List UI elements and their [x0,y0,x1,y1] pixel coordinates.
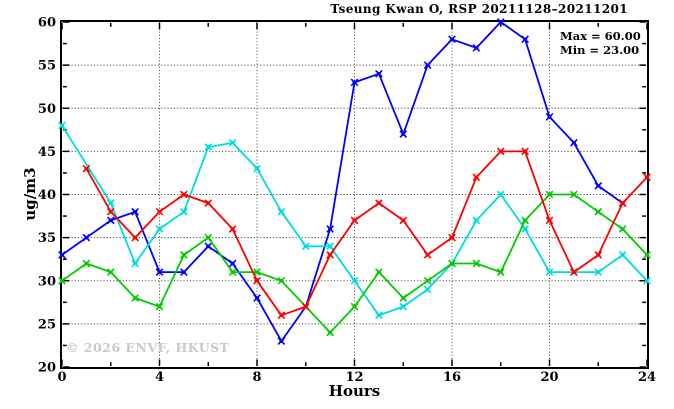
svg-text:8: 8 [252,370,261,385]
svg-text:12: 12 [345,370,363,385]
x-axis-tick-labels: 0 4 8 12 16 20 24 [57,370,656,385]
series-cyan [58,121,651,320]
svg-text:30: 30 [38,274,56,289]
chart-title: Tseung Kwan O, RSP 20211128–20211201 [330,2,628,16]
series-blue-markers [58,18,627,345]
svg-text:40: 40 [38,188,56,203]
svg-text:4: 4 [155,370,164,385]
series-red-markers [82,147,651,320]
svg-text:24: 24 [638,370,656,385]
series-blue [58,18,627,345]
svg-text:0: 0 [57,370,66,385]
svg-text:50: 50 [38,102,56,117]
svg-text:16: 16 [443,370,461,385]
series-red [82,147,651,320]
svg-text:55: 55 [38,59,56,74]
x-axis-label: Hours [328,382,381,400]
y-axis-tick-labels: 20 25 30 35 40 45 50 55 60 [38,16,56,376]
svg-text:45: 45 [38,145,56,160]
svg-text:35: 35 [38,231,56,246]
y-axis-label: ug/m3 [21,167,39,221]
svg-text:60: 60 [38,16,56,31]
series-green [58,190,651,337]
stats-box: Max = 60.00 Min = 23.00 [560,29,641,57]
stats-min: Min = 23.00 [560,42,640,57]
plot-border [60,20,649,369]
watermark: © 2026 ENVF, HKUST [66,340,230,355]
stats-max: Max = 60.00 [560,29,641,43]
svg-text:25: 25 [38,317,56,332]
svg-text:20: 20 [540,370,558,385]
svg-text:20: 20 [38,361,56,376]
